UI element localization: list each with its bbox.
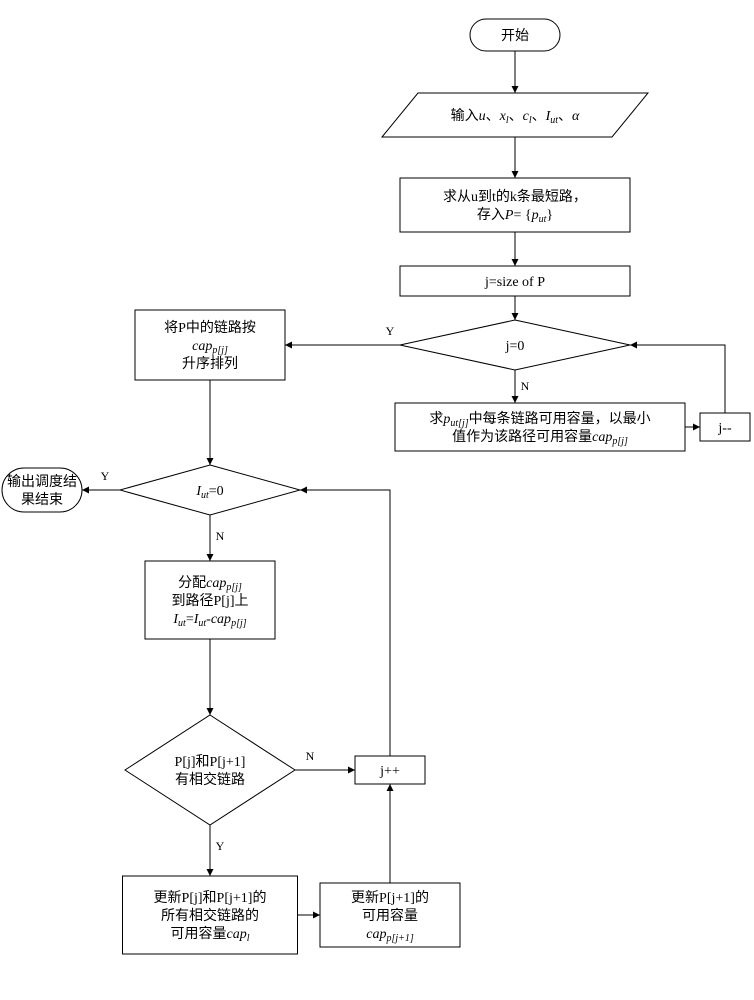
node-iut0: Iut=0 bbox=[120, 465, 300, 515]
node-jsize: j=size of P bbox=[400, 266, 630, 296]
node-updAll: 更新P[j]和P[j+1]的所有相交链路的可用容量capl bbox=[123, 876, 298, 954]
svg-text:更新P[j+1]的: 更新P[j+1]的 bbox=[351, 890, 429, 906]
edge-label: Y bbox=[101, 469, 110, 483]
node-sortP: 将P中的链路按capp[j]升序排列 bbox=[135, 310, 285, 380]
edge-label: Y bbox=[386, 324, 395, 338]
node-start: 开始 bbox=[470, 19, 560, 51]
node-cross: P[j]和P[j+1]有相交链路 bbox=[125, 715, 295, 825]
svg-text:将P中的链路按: 将P中的链路按 bbox=[164, 320, 256, 336]
node-jinc: j++ bbox=[355, 756, 425, 784]
svg-text:果结束: 果结束 bbox=[21, 492, 63, 508]
node-end: 输出调度结果结束 bbox=[2, 468, 82, 512]
node-alloc: 分配capp[j]到路径P[j]上Iut=Iut-capp[j] bbox=[145, 561, 275, 639]
svg-text:输出调度结: 输出调度结 bbox=[7, 474, 77, 490]
svg-text:所有相交链路的: 所有相交链路的 bbox=[161, 907, 259, 924]
svg-text:求从u到t的k条最短路，: 求从u到t的k条最短路， bbox=[443, 188, 587, 205]
node-jzero: j=0 bbox=[400, 320, 630, 370]
edge-label: Y bbox=[216, 839, 225, 853]
node-updNext: 更新P[j+1]的可用容量capp[j+1] bbox=[320, 883, 460, 947]
svg-text:升序排列: 升序排列 bbox=[182, 356, 238, 372]
svg-text:j--: j-- bbox=[717, 421, 732, 436]
svg-text:可用容量: 可用容量 bbox=[362, 907, 418, 924]
edge-jinc-iut0 bbox=[300, 490, 390, 756]
svg-text:P[j]和P[j+1]: P[j]和P[j+1] bbox=[175, 754, 246, 770]
svg-text:输入u、xl、cl、Iut、α: 输入u、xl、cl、Iut、α bbox=[451, 108, 580, 126]
svg-text:j=0: j=0 bbox=[505, 339, 525, 354]
node-kpaths: 求从u到t的k条最短路，存入P= {put} bbox=[400, 178, 630, 232]
edge-label: N bbox=[306, 749, 315, 763]
svg-text:有相交链路: 有相交链路 bbox=[175, 771, 245, 788]
svg-text:到路径P[j]上: 到路径P[j]上 bbox=[172, 593, 249, 609]
flowchart: 开始输入u、xl、cl、Iut、α 求从u到t的k条最短路，存入P= {put} j… bbox=[0, 0, 754, 1000]
svg-text:值作为该路径可用容量capp[j]: 值作为该路径可用容量capp[j] bbox=[452, 428, 628, 447]
svg-text:更新P[j]和P[j+1]的: 更新P[j]和P[j+1]的 bbox=[154, 890, 267, 906]
svg-text:开始: 开始 bbox=[501, 28, 529, 44]
svg-text:Iut=0: Iut=0 bbox=[195, 484, 223, 501]
svg-text:可用容量capl: 可用容量capl bbox=[171, 925, 250, 944]
node-mincap: 求put[j]中每条链路可用容量，以最小值作为该路径可用容量capp[j] bbox=[395, 403, 685, 451]
edge-label: N bbox=[521, 379, 530, 393]
svg-text:j++: j++ bbox=[379, 764, 400, 779]
edge-label: N bbox=[216, 529, 225, 543]
svg-text:j=size of P: j=size of P bbox=[484, 275, 545, 290]
node-jdec: j-- bbox=[700, 413, 750, 441]
node-input: 输入u、xl、cl、Iut、α bbox=[382, 93, 648, 137]
